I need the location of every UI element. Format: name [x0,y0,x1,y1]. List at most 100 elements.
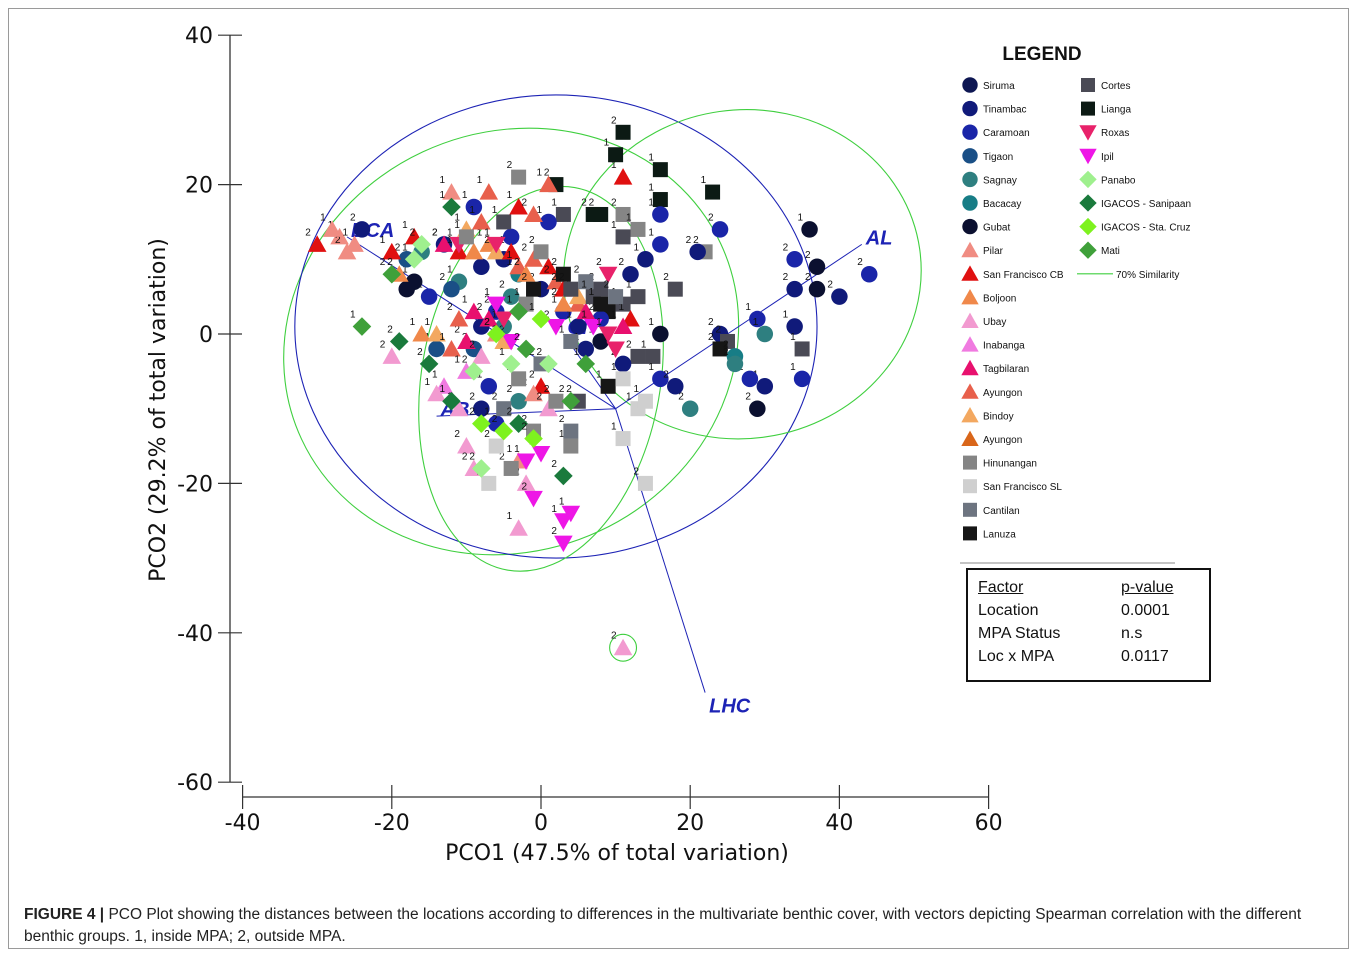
point-mpa-label: 2 [663,272,669,283]
legend-marker [962,124,978,140]
point-mpa-label: 1 [484,287,490,298]
point-mpa-label: 1 [626,392,632,403]
data-point [382,264,402,284]
legend-marker [962,148,978,164]
data-point [501,354,521,374]
point-mpa-label: 1 [514,444,520,455]
point-mpa-label: 2 [522,197,528,208]
data-point [563,281,579,297]
legend-marker [1079,170,1097,189]
point-mpa-label: 1 [484,407,490,418]
point-mpa-label: 1 [477,227,483,238]
axes: 40 20 0 -20 -40 -60 -40 -20 0 20 40 60 [177,24,1003,836]
data-point [442,391,461,411]
point-mpa-label: 1 [529,302,535,313]
point-mpa-label: 1 [439,384,445,395]
point-mpa-label: 2 [305,227,311,238]
point-mpa-label: 2 [529,369,535,380]
point-mpa-label: 2 [544,310,550,321]
data-point [630,221,646,237]
point-mpa-label: 1 [559,496,565,507]
vector-line [615,408,706,693]
point-mpa-label: 2 [827,280,833,291]
similarity-ellipse [563,109,922,440]
data-point [637,251,654,268]
legend-marker [963,502,977,517]
data-point [615,124,631,140]
legend-label: Bacacay [983,199,1021,210]
data-point [322,220,342,237]
point-mpa-label: 2 [484,317,490,328]
data-point [458,229,474,245]
data-point [509,257,528,275]
legend-title: LEGEND [1002,44,1081,65]
data-point [598,266,618,284]
data-point [516,339,536,359]
point-mpa-label: 1 [454,220,460,231]
point-mpa-label: 2 [783,272,789,283]
point-mpa-label: 2 [469,407,475,418]
table-header-pvalue: p-value [1121,579,1174,596]
data-point [749,310,766,328]
point-mpa-label: 2 [439,272,445,283]
point-mpa-label: 2 [723,347,729,358]
point-mpa-label: 1 [402,265,408,276]
point-mpa-label: 1 [648,183,654,194]
data-point [554,295,573,312]
point-mpa-label: 2 [745,392,751,403]
point-mpa-label: 2 [522,481,528,492]
data-point [563,438,579,454]
point-mpa-label: 2 [499,451,505,462]
vector-label: LHC [709,696,751,718]
point-mpa-label: 2 [484,235,490,246]
x-tick-label: 20 [676,811,704,836]
data-point [801,221,818,238]
similarity-ellipse [609,633,638,662]
point-mpa-label: 2 [514,332,520,343]
point-mpa-label: 2 [596,257,602,268]
point-mpa-label: 2 [499,280,505,291]
point-mpa-label: 1 [439,190,445,201]
point-mpa-label: 1 [611,422,617,433]
point-mpa-label: 2 [514,257,520,268]
point-mpa-label: 2 [522,414,528,425]
data-point [502,228,520,246]
data-point [472,414,491,433]
point-mpa-label: 1 [648,317,654,328]
data-point [449,310,469,327]
point-mpa-label: 2 [686,235,692,246]
point-mpa-label: 2 [626,339,632,350]
point-mpa-label: 2 [708,332,714,343]
data-point [570,318,587,335]
data-point [486,324,506,344]
data-point [427,384,446,402]
point-mpa-label: 2 [462,354,468,365]
point-mpa-label: 2 [522,272,528,283]
x-tick-label: 60 [975,811,1003,836]
data-point [496,214,512,230]
point-mpa-label: 1 [447,265,453,276]
y-tick-label: -60 [177,771,213,796]
point-mpa-label: 1 [477,369,483,380]
point-mpa-label: 2 [447,302,453,313]
data-point [637,475,653,491]
legend-marker [963,479,977,494]
legend-marker [1081,101,1095,116]
data-point [554,513,573,530]
point-mpa-label: 2 [536,392,542,403]
data-point [585,206,601,222]
p-value-table: Factor p-value Location 0.0001 MPA Statu… [966,568,1211,682]
data-point [539,257,558,275]
legend-label: Tigaon [983,152,1013,163]
point-mpa-label: 1 [439,332,445,343]
legend-label: Hinunangan [983,459,1037,470]
legend-label: IGACOS - Sta. Cruz [1101,223,1190,234]
data-point [510,392,527,410]
point-mpa-label: 2 [484,317,490,328]
point-mpa-label: 2 [589,302,595,313]
data-point [382,242,402,260]
data-points: 1222222111121222222222122111211111221121… [305,115,878,656]
point-mpa-label: 1 [350,310,356,321]
data-point [645,348,661,364]
